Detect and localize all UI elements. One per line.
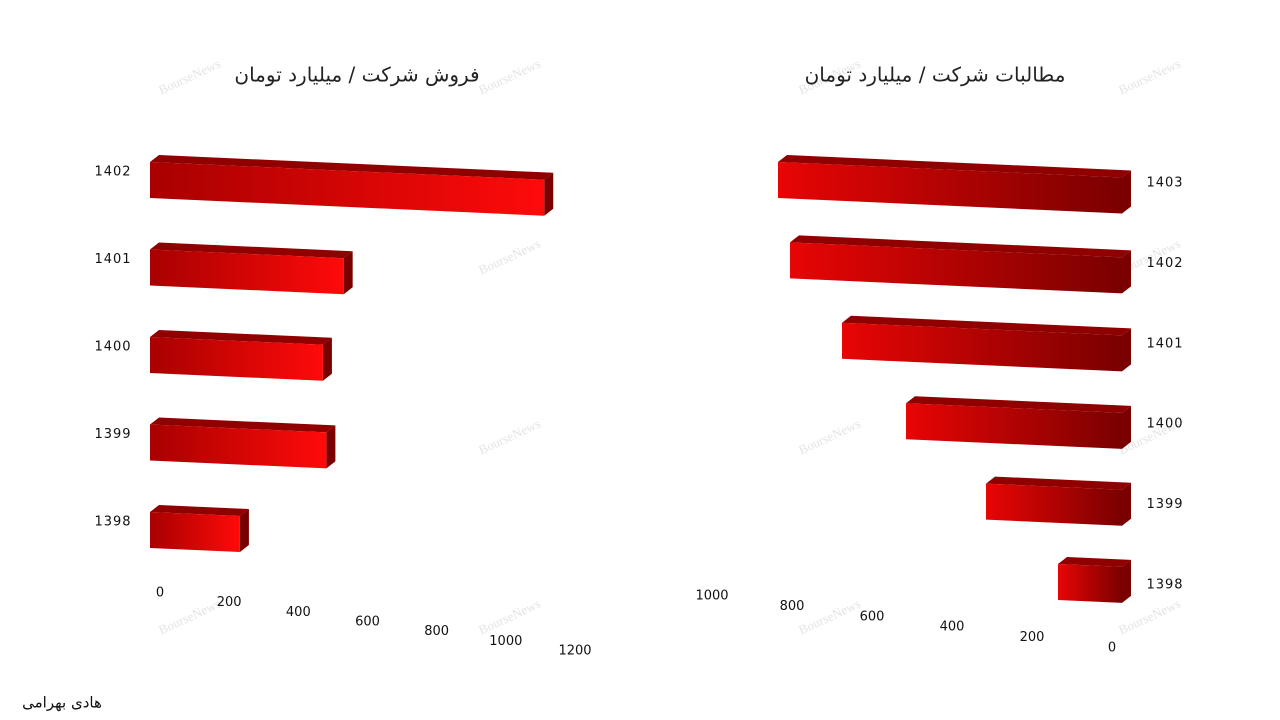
x-tick-label: 800: [424, 624, 449, 639]
bar: [150, 337, 323, 381]
bar-top: [1058, 557, 1131, 567]
y-tick-label: 1401: [94, 252, 131, 267]
bar-top: [150, 242, 353, 259]
bar-top: [150, 155, 554, 180]
watermark: BourseNews: [796, 416, 863, 458]
y-tick-label: 1402: [1146, 256, 1183, 271]
bar: [986, 483, 1122, 526]
bar: [790, 242, 1122, 294]
y-tick-label: 1398: [94, 515, 131, 530]
watermark: BourseNews: [476, 596, 543, 638]
x-tick-label: 400: [940, 620, 965, 635]
x-tick-label: 200: [1020, 630, 1045, 645]
bar: [150, 162, 545, 216]
y-tick-label: 1399: [94, 427, 131, 442]
x-tick-label: 1200: [558, 644, 591, 659]
bar-side: [343, 251, 353, 295]
y-tick-label: 1400: [1146, 417, 1183, 432]
bar-top: [150, 417, 336, 433]
x-tick-label: 1000: [695, 589, 728, 604]
x-tick-label: 200: [217, 595, 242, 610]
x-tick-label: 400: [286, 605, 311, 620]
watermark: BourseNews: [476, 236, 543, 278]
bar-side: [1122, 482, 1131, 526]
x-tick-label: 600: [355, 615, 380, 630]
bar: [150, 512, 240, 553]
bar-side: [239, 509, 249, 553]
x-tick-label: 1000: [489, 634, 522, 649]
watermark: BourseNews: [156, 56, 223, 98]
y-tick-label: 1402: [94, 165, 131, 180]
y-tick-label: 1398: [1146, 578, 1183, 593]
bar-top: [790, 235, 1131, 258]
bar: [150, 424, 327, 469]
bar-top: [986, 476, 1131, 490]
watermark: BourseNews: [156, 596, 223, 638]
bar-side: [1122, 328, 1131, 372]
chart-title: مطالبات شرکت / میلیارد تومان: [805, 63, 1066, 87]
x-tick-label: 800: [780, 599, 805, 614]
bar: [906, 403, 1122, 449]
bar-side: [322, 337, 332, 381]
y-tick-label: 1403: [1146, 176, 1183, 191]
bar-side: [544, 172, 554, 216]
bar-side: [1122, 405, 1131, 449]
x-tick-label: 0: [1108, 641, 1116, 656]
bar-top: [778, 155, 1131, 178]
watermark: BourseNews: [1116, 56, 1183, 98]
bar-top: [906, 396, 1131, 413]
bar: [778, 162, 1122, 214]
watermark: BourseNews: [1116, 596, 1183, 638]
bar: [150, 249, 344, 295]
watermark: BourseNews: [476, 56, 543, 98]
y-tick-label: 1399: [1146, 497, 1183, 512]
bar-top: [150, 330, 332, 345]
bar: [1058, 564, 1122, 603]
bar-top: [842, 315, 1131, 336]
bar-side: [1122, 559, 1131, 603]
y-tick-label: 1400: [94, 340, 131, 355]
chart-title: فروش شرکت / میلیارد تومان: [234, 63, 479, 87]
author: هادی بهرامی: [22, 694, 102, 712]
bar-side: [1122, 170, 1131, 214]
bar-top: [150, 505, 249, 517]
y-tick-label: 1401: [1146, 336, 1183, 351]
watermark: BourseNews: [796, 596, 863, 638]
watermark: BourseNews: [476, 416, 543, 458]
bar: [842, 322, 1122, 372]
bar-side: [1122, 250, 1131, 294]
x-tick-label: 0: [156, 586, 164, 601]
x-tick-label: 600: [860, 609, 885, 624]
bar-side: [326, 425, 336, 469]
